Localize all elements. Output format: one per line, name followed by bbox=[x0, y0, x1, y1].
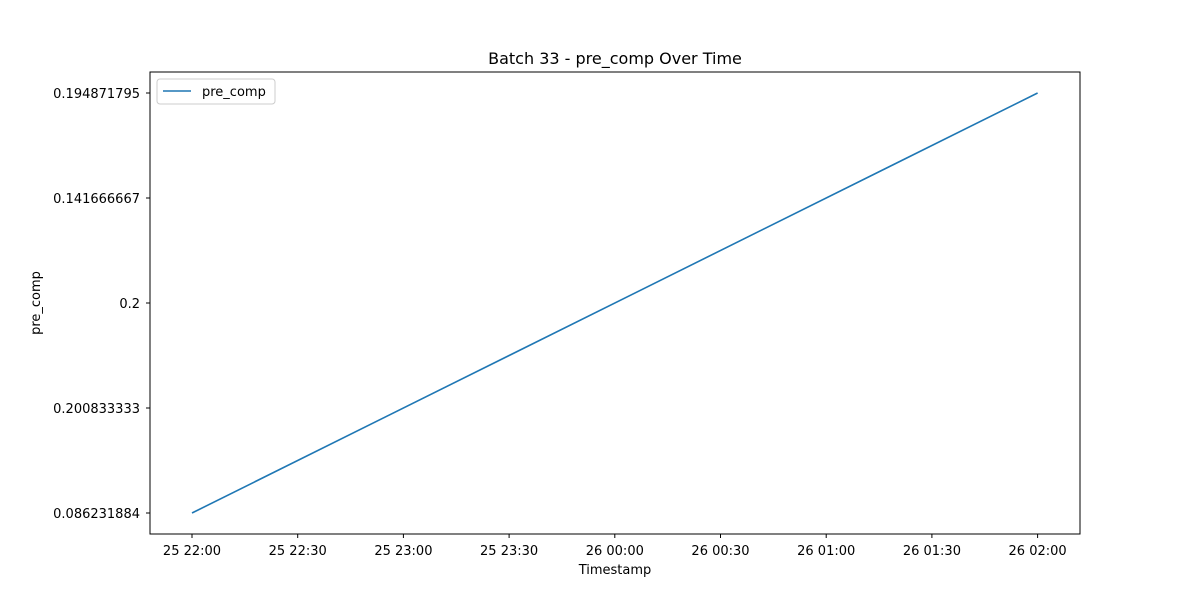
y-tick-label: 0.141666667 bbox=[53, 192, 140, 207]
x-tick-label: 26 00:00 bbox=[586, 544, 644, 559]
x-tick-label: 26 02:00 bbox=[1009, 544, 1067, 559]
legend: pre_comp bbox=[156, 78, 276, 105]
x-axis: 25 22:00 25 22:30 25 23:00 25 23:30 26 00:00… bbox=[163, 534, 1067, 559]
x-tick-label: 25 22:00 bbox=[163, 544, 221, 559]
x-tick-label: 26 00:30 bbox=[691, 544, 749, 559]
x-axis-label: Timestamp bbox=[578, 563, 652, 578]
x-tick-label: 26 01:00 bbox=[797, 544, 855, 559]
y-tick-label: 0.200833333 bbox=[53, 402, 140, 417]
legend-box bbox=[156, 78, 276, 105]
y-axis-label: pre_comp bbox=[29, 271, 44, 335]
x-tick-label: 26 01:30 bbox=[903, 544, 961, 559]
legend-label: pre_comp bbox=[202, 85, 266, 100]
x-tick-label: 25 23:00 bbox=[374, 544, 432, 559]
x-tick-label: 25 22:30 bbox=[269, 544, 327, 559]
x-tick-label: 25 23:30 bbox=[480, 544, 538, 559]
series-layer bbox=[191, 92, 1038, 514]
y-tick-label: 0.2 bbox=[119, 297, 140, 312]
series-line-pre_comp bbox=[191, 92, 1038, 514]
y-tick-label: 0.194871795 bbox=[53, 87, 140, 102]
y-tick-label: 0.086231884 bbox=[53, 507, 140, 522]
y-axis: 0.086231884 0.200833333 0.2 0.141666667 0.19… bbox=[53, 87, 150, 522]
chart-title: Batch 33 - pre_comp Over Time bbox=[488, 49, 742, 69]
